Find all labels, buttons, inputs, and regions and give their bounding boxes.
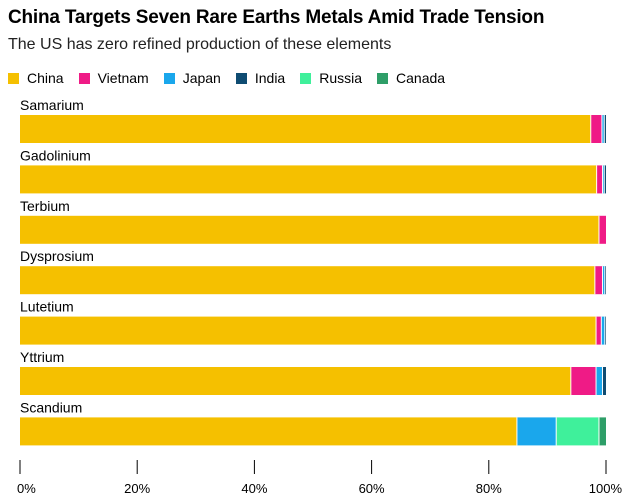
bar-row-lutetium: Lutetium xyxy=(20,299,606,345)
legend-label: Japan xyxy=(182,70,221,86)
bar-row-samarium: Samarium xyxy=(20,97,606,143)
legend-item-russia: Russia xyxy=(300,70,362,86)
category-label: Samarium xyxy=(20,97,84,113)
legend: China Vietnam Japan India Russia Canada xyxy=(8,70,460,86)
bar-segment-gadolinium-china xyxy=(20,165,597,194)
legend-label: Canada xyxy=(396,70,446,86)
bar-row-terbium: Terbium xyxy=(20,198,606,244)
legend-swatch xyxy=(300,72,312,84)
x-tick-label: 40% xyxy=(241,481,267,496)
bar-segment-gadolinium-vietnam xyxy=(596,165,603,194)
legend-label: Vietnam xyxy=(97,70,149,86)
bar-segment-samarium-vietnam xyxy=(590,115,602,143)
bar-segment-yttrium-vietnam xyxy=(570,367,597,395)
x-tick-label: 60% xyxy=(359,481,385,496)
category-label: Yttrium xyxy=(20,349,64,365)
legend-item-china: China xyxy=(8,70,64,86)
category-label: Dysprosium xyxy=(20,248,94,264)
bar-segment-dysprosium-japan xyxy=(602,266,605,295)
bar-row-yttrium: Yttrium xyxy=(20,349,606,395)
category-label: Terbium xyxy=(20,198,70,214)
x-tick-label: 20% xyxy=(124,481,150,496)
bar-segment-gadolinium-japan xyxy=(602,165,605,194)
chart-title: China Targets Seven Rare Earths Metals A… xyxy=(8,7,545,28)
bar-segment-scandium-china xyxy=(20,417,517,446)
bar-segment-dysprosium-vietnam xyxy=(594,266,603,295)
bar-row-gadolinium: Gadolinium xyxy=(20,147,606,194)
legend-swatch xyxy=(377,72,389,84)
bar-segment-terbium-vietnam xyxy=(598,215,606,244)
bar-segment-scandium-canada xyxy=(598,417,606,446)
bar-segment-lutetium-china xyxy=(20,316,597,345)
legend-swatch xyxy=(163,72,175,84)
legend-label: China xyxy=(27,70,64,86)
legend-item-canada: Canada xyxy=(377,70,445,86)
x-tick-label: 80% xyxy=(476,481,502,496)
bar-segment-scandium-russia xyxy=(556,417,599,446)
bar-segment-yttrium-china xyxy=(20,367,571,395)
legend-item-india: India xyxy=(235,70,286,86)
legend-swatch xyxy=(8,72,19,84)
legend-label: India xyxy=(254,70,286,86)
bar-segment-yttrium-japan xyxy=(596,367,603,395)
category-label: Lutetium xyxy=(20,299,74,315)
bar-segment-samarium-india xyxy=(604,115,606,143)
bar-segment-samarium-china xyxy=(20,115,591,143)
category-label: Gadolinium xyxy=(20,147,91,163)
bar-segment-gadolinium-india xyxy=(604,165,606,194)
bar-segment-terbium-china xyxy=(20,215,599,244)
bar-segment-samarium-japan xyxy=(601,115,605,143)
bar-segment-lutetium-india xyxy=(604,316,606,345)
bar-row-dysprosium: Dysprosium xyxy=(20,248,606,295)
chart-subtitle: The US has zero refined production of th… xyxy=(8,36,392,53)
bar-segment-dysprosium-china xyxy=(20,266,595,295)
bar-segment-lutetium-vietnam xyxy=(596,316,602,345)
bar-segment-lutetium-japan xyxy=(601,316,605,345)
legend-label: Russia xyxy=(319,70,363,86)
legend-item-vietnam: Vietnam xyxy=(78,70,149,86)
legend-swatch xyxy=(78,72,90,84)
category-label: Scandium xyxy=(20,399,82,415)
x-tick-label: 100% xyxy=(589,481,623,496)
bar-segment-yttrium-india xyxy=(602,367,606,395)
bar-segment-scandium-japan xyxy=(516,417,557,446)
legend-item-japan: Japan xyxy=(163,70,221,86)
legend-swatch xyxy=(235,72,247,84)
x-tick-label: 0% xyxy=(17,481,36,496)
bar-row-scandium: Scandium xyxy=(20,399,606,446)
bar-segment-dysprosium-india xyxy=(604,266,606,295)
